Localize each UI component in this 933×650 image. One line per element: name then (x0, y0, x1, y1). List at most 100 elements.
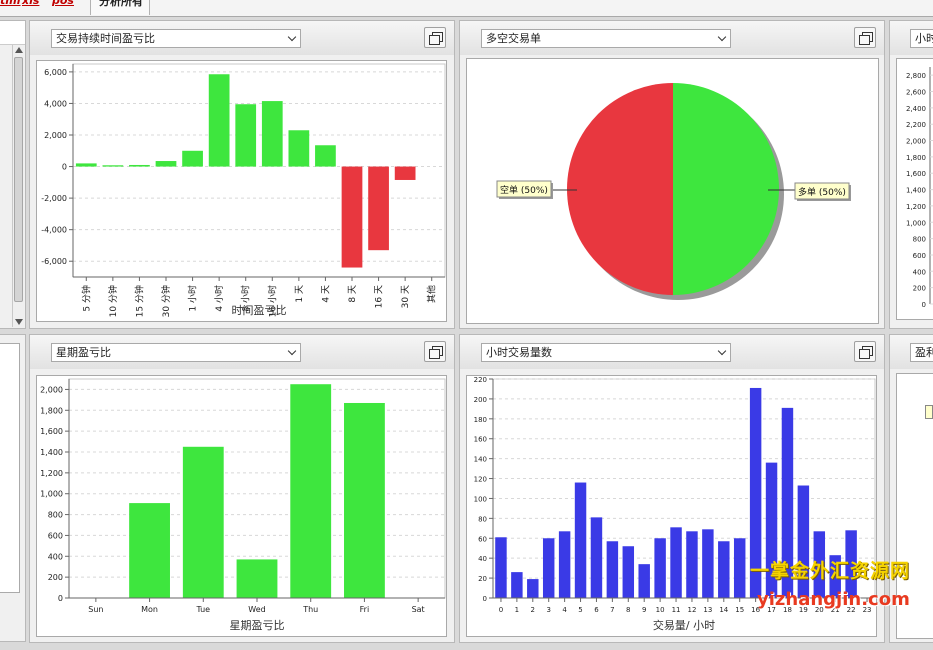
left-partial-chart-area (0, 343, 20, 593)
watermark-url: yizhangjin.com (757, 589, 910, 610)
y-tick-label: 0 (483, 595, 487, 603)
dropdown-value: 交易持续时间盈亏比 (56, 32, 155, 45)
y-tick-label: 140 (474, 456, 487, 464)
x-tick-label: 10 分钟 (107, 285, 119, 317)
y-tick-label: 20 (478, 575, 487, 583)
maximize-button[interactable] (424, 27, 446, 48)
x-tick-label: Tue (195, 605, 210, 614)
y-tick-label: 400 (48, 552, 63, 561)
chart-type-dropdown[interactable]: 交易持续时间盈亏比 (51, 29, 301, 48)
plot-frame (72, 63, 446, 278)
y-tick-label: 1,200 (40, 469, 63, 478)
bar-8 (622, 546, 635, 598)
y-tick-label: 0 (62, 163, 67, 172)
y-tick-label: 60 (478, 535, 487, 543)
scroll-thumb[interactable] (14, 57, 23, 302)
x-tick-label: 7 (610, 606, 614, 614)
pie-label-text: 多单 (50%) (798, 186, 846, 198)
y-tick-label: 200 (474, 396, 487, 404)
export-xls-link[interactable]: xls (22, 0, 40, 7)
y-tick-label: 80 (478, 515, 487, 523)
y-tick-label: -4,000 (41, 226, 67, 235)
dropdown-value: 多空交易单 (486, 32, 541, 45)
x-tick-label: 8 (626, 606, 630, 614)
scroll-down-arrow-icon[interactable] (15, 319, 23, 325)
maximize-button[interactable] (854, 27, 876, 48)
bar-10 (654, 538, 666, 598)
x-tick-label: Sun (88, 605, 103, 614)
chart-type-dropdown[interactable]: 小时交易量数 (481, 343, 731, 362)
bar-14 (718, 541, 730, 598)
bar-16 (749, 387, 762, 598)
bar-11 (670, 527, 682, 598)
watermark-title: 一掌金外汇资源网 (750, 560, 911, 582)
long-short-panel: 多空交易单 空单 (50%) 多单 (50%) (459, 20, 885, 329)
bar-4-天 (315, 145, 336, 167)
y-tick-label: 160 (474, 436, 487, 444)
x-tick-label: 6 (594, 606, 599, 614)
panel-header: 小时交易量数 (460, 335, 884, 369)
y-tick-label: 1,400 (906, 187, 926, 195)
bar-Tue (182, 446, 224, 598)
tab-analyze-all[interactable]: 分析所有 (90, 0, 150, 15)
y-tick-label: 1,000 (40, 490, 63, 499)
x-tick-label: 11 (672, 606, 681, 614)
chart-area: 空单 (50%) 多单 (50%) (466, 58, 879, 324)
bar-21 (829, 555, 841, 598)
maximize-button[interactable] (424, 341, 446, 362)
bar-2 (527, 579, 539, 598)
x-tick-label: 0 (499, 606, 503, 614)
bar-9 (638, 564, 650, 598)
y-tick-label: 2,600 (906, 89, 926, 97)
maximize-button[interactable] (854, 341, 876, 362)
x-tick-label: 22 (847, 606, 856, 614)
x-tick-label: 16 (751, 606, 760, 614)
x-tick-label: Thu (302, 605, 318, 614)
duration-profit-panel: 交易持续时间盈亏比 -6,000 -4,000 -2,000 0 2,000 4,000 6… (29, 20, 455, 329)
y-tick-label: 2,200 (906, 121, 926, 129)
y-tick-label: 1,200 (906, 203, 926, 211)
y-tick-label: 1,800 (906, 154, 926, 162)
vertical-scrollbar[interactable] (12, 45, 24, 327)
x-tick-label: 2 (531, 606, 535, 614)
x-tick-label: 8 天 (348, 285, 358, 303)
export-pos-link[interactable]: pos (52, 0, 74, 7)
bar-13 (702, 529, 714, 598)
bar-4-小时 (208, 74, 230, 167)
x-tick-label: 9 (642, 606, 646, 614)
x-tick-label: 16 小时 (266, 285, 278, 317)
chart-type-dropdown[interactable]: 星期盈亏比 (51, 343, 301, 362)
x-tick-label: 4 (562, 606, 567, 614)
chart-type-dropdown[interactable]: 多空交易单 (481, 29, 731, 48)
scroll-up-arrow-icon[interactable] (15, 47, 23, 53)
export-html-link[interactable]: tml (0, 0, 21, 7)
dropdown-value: 星期盈亏比 (56, 346, 111, 359)
x-tick-label: Wed (248, 605, 265, 614)
bar-5-分钟 (75, 163, 97, 167)
dropdown-value: 盈利 (915, 346, 933, 359)
y-tick-label: 120 (474, 476, 487, 484)
chevron-down-icon (287, 32, 297, 42)
y-tick-label: 0 (922, 301, 926, 309)
bar-5 (574, 482, 587, 598)
bar-1 (511, 572, 523, 598)
x-tick-label: 5 (578, 606, 582, 614)
x-tick-label: 20 (815, 606, 824, 614)
y-tick-label: 0 (58, 594, 63, 603)
y-tick-label: 600 (48, 531, 63, 540)
y-tick-label: 4,000 (44, 99, 67, 108)
left-partial-panel-bottom (0, 334, 26, 642)
chart-type-dropdown[interactable]: 盈利 (910, 343, 933, 362)
x-tick-label: 23 (863, 606, 872, 614)
chart-type-dropdown[interactable]: 小时 (910, 29, 933, 48)
panel-header: 小时 (890, 21, 933, 55)
pie-label-box (496, 180, 552, 198)
hourly-partial-panel: 小时 0 200 400 600 800 1,000 1,200 1,400 1,600 1,80… (889, 20, 933, 329)
x-tick-label: 21 (831, 606, 840, 614)
bar-8-小时 (235, 104, 257, 167)
y-tick-label: 1,800 (40, 406, 63, 415)
x-tick-label: 5 分钟 (80, 285, 92, 312)
x-axis-title: 星期盈亏比 (230, 619, 285, 632)
y-tick-label: 1,400 (40, 448, 63, 457)
bar-1-天 (288, 130, 310, 167)
